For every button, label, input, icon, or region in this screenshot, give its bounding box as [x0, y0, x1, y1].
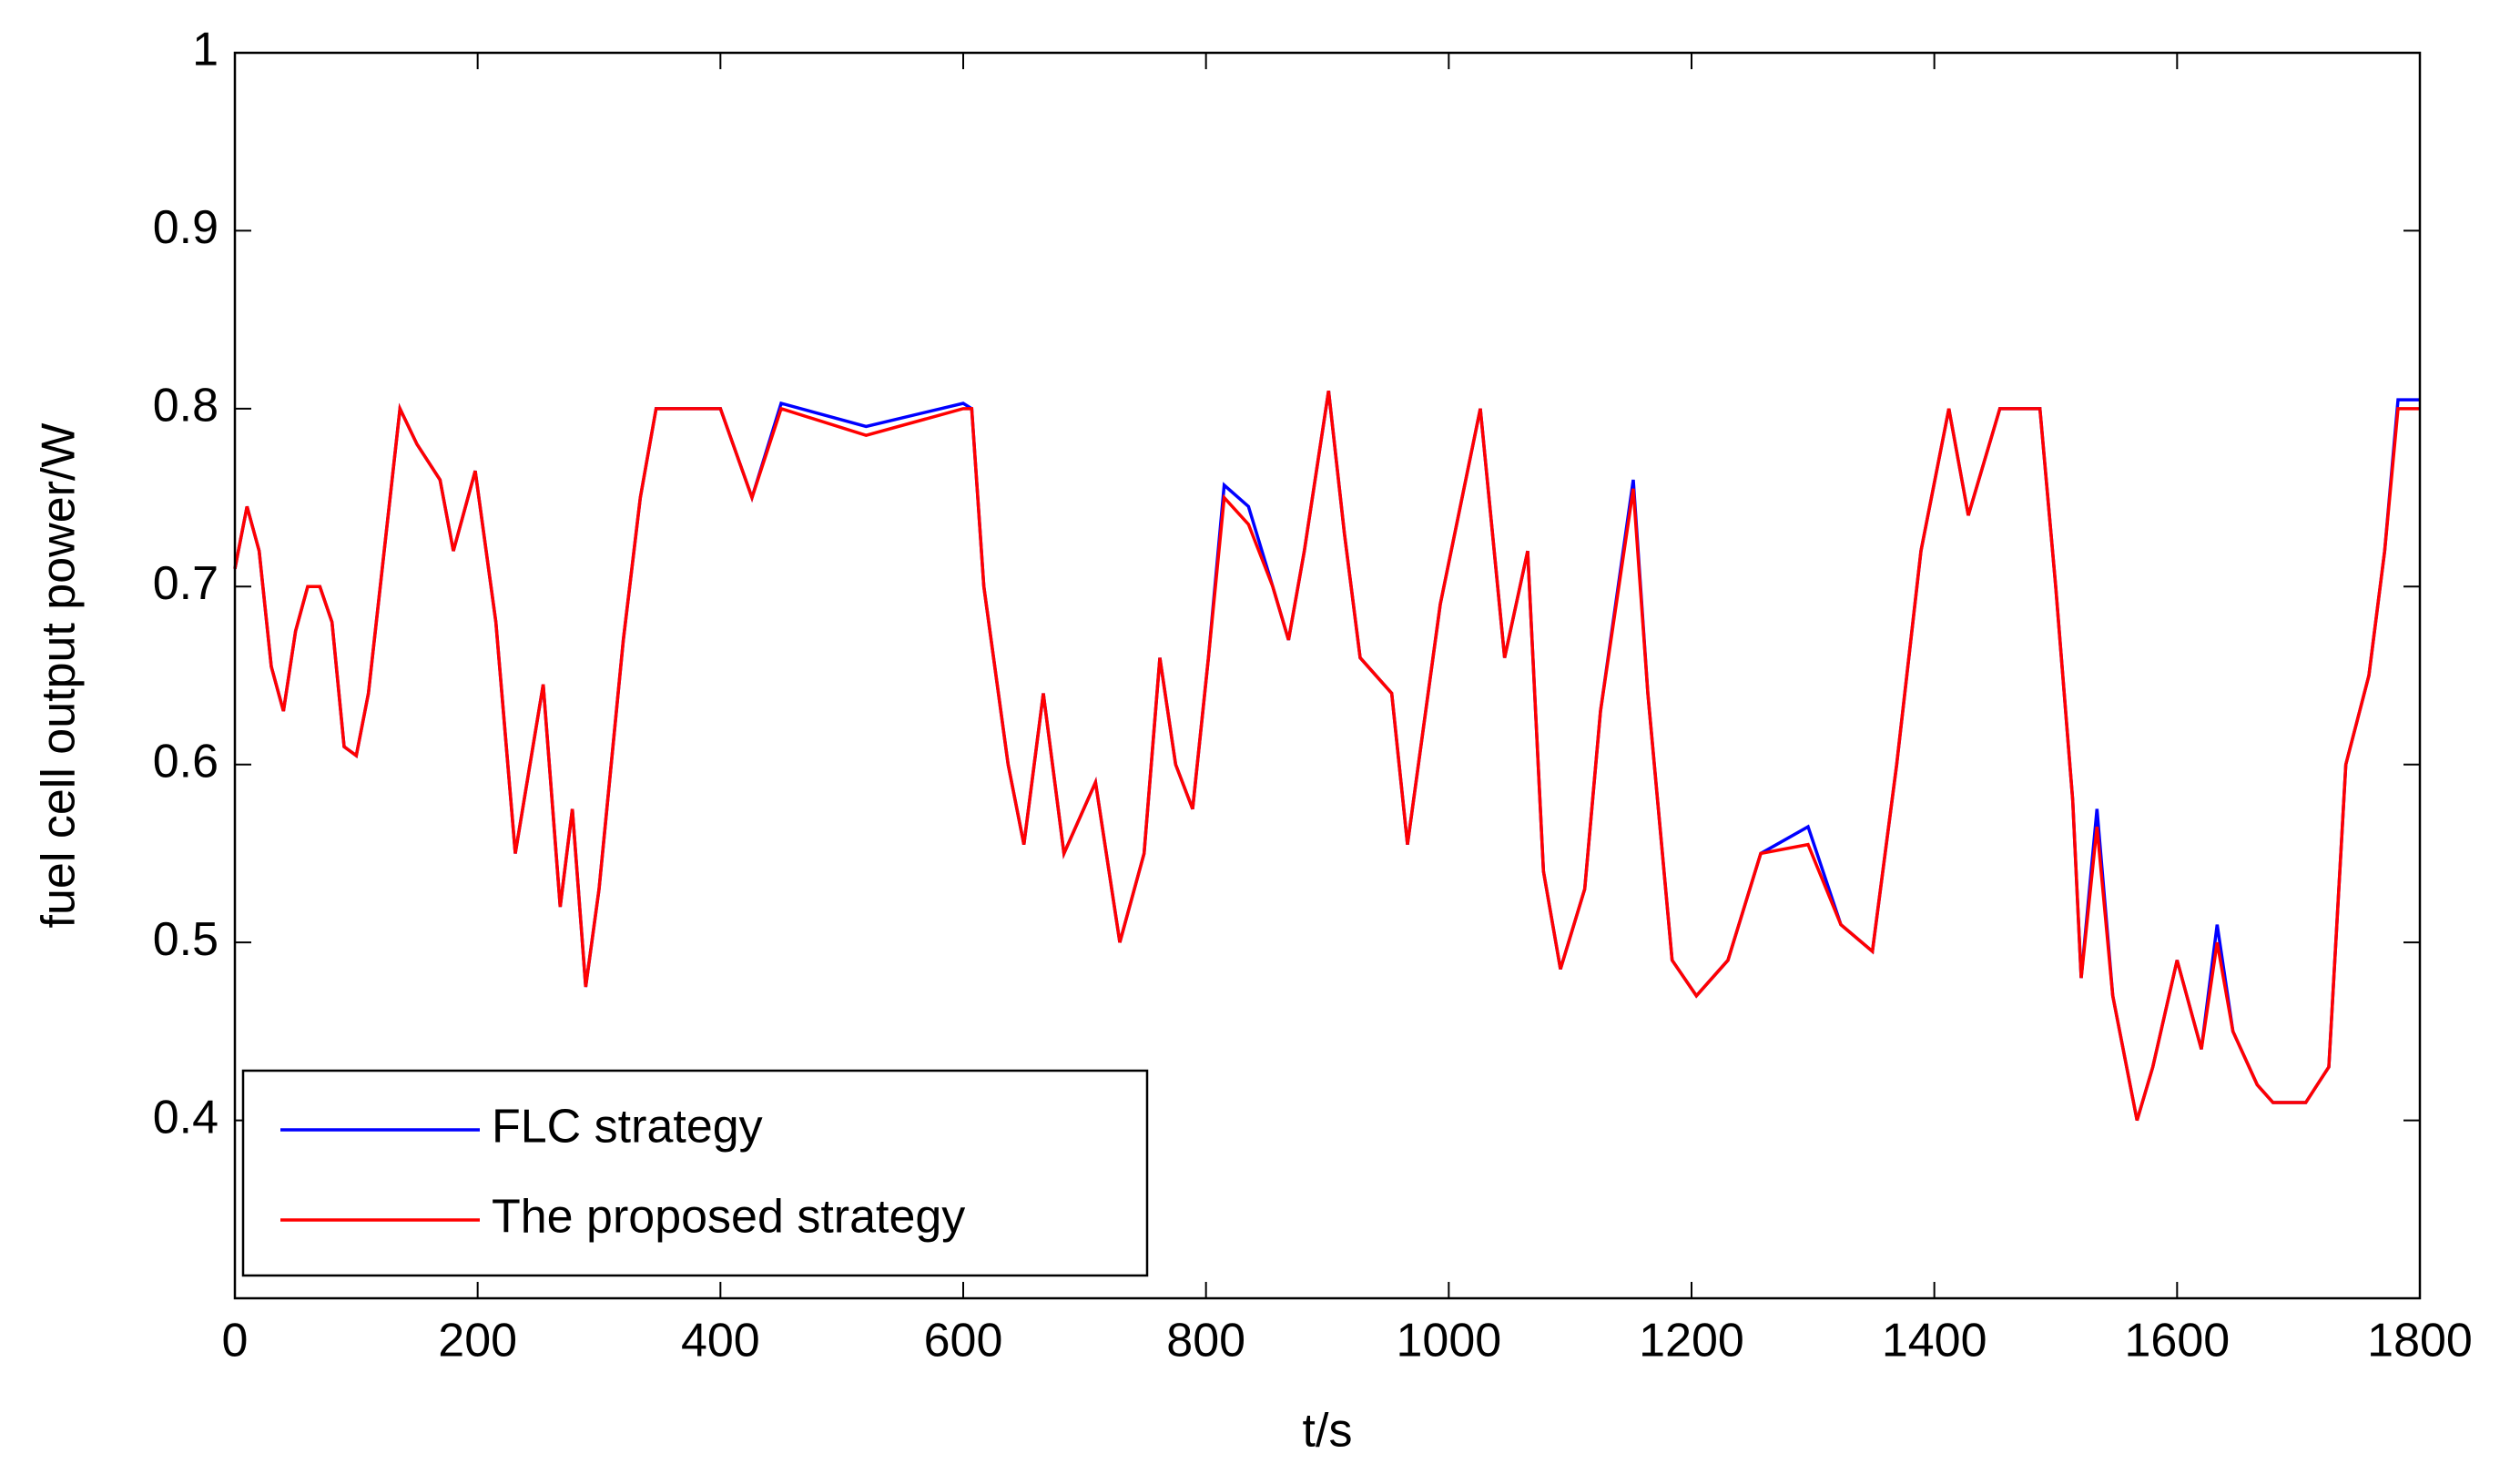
- legend-box: [241, 1069, 1149, 1277]
- y-tick-label: 0.4: [153, 1091, 218, 1143]
- x-tick-label: 1400: [1882, 1315, 1987, 1367]
- x-tick-label: 200: [438, 1315, 517, 1367]
- x-tick-label: 1800: [2367, 1315, 2473, 1367]
- y-axis-label: fuel cell output power/W: [33, 423, 86, 929]
- plot-frame: [233, 51, 2422, 1300]
- legend-label: The proposed strategy: [492, 1191, 965, 1244]
- x-tick-label: 1000: [1396, 1315, 1501, 1367]
- x-tick-label: 1600: [2124, 1315, 2230, 1367]
- y-tick-label: 0.6: [153, 735, 218, 788]
- y-tick-label: 0.7: [153, 557, 218, 610]
- x-tick-label: 400: [681, 1315, 760, 1367]
- x-axis-label: t/s: [1303, 1405, 1353, 1458]
- legend-label: FLC strategy: [492, 1101, 763, 1154]
- series-line: [233, 391, 2420, 1122]
- y-tick-label: 0.9: [153, 201, 218, 254]
- series-line: [233, 391, 2420, 1122]
- y-tick-label: 0.8: [153, 380, 218, 432]
- x-tick-label: 1200: [1639, 1315, 1744, 1367]
- y-tick-label: 0.5: [153, 913, 218, 966]
- x-tick-label: 800: [1166, 1315, 1245, 1367]
- x-tick-label: 600: [924, 1315, 1003, 1367]
- y-tick-label: 1: [192, 24, 218, 76]
- x-tick-label: 0: [222, 1315, 249, 1367]
